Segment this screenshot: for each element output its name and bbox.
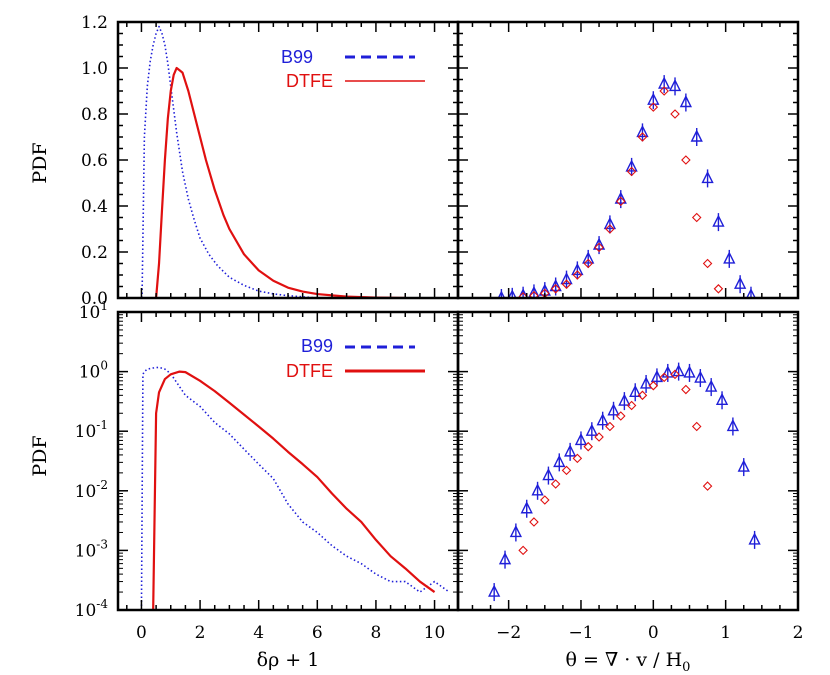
- point-dtfe: [572, 270, 583, 280]
- y-tick-label: 10-3: [75, 537, 108, 561]
- point-dtfe: [529, 517, 539, 527]
- series-line-dtfe: [152, 370, 436, 610]
- frame-bottom-right: [456, 310, 800, 612]
- xlabel-right-main: θ = ∇ · v / H: [566, 649, 683, 671]
- y-tick-label: 0.4: [81, 197, 108, 217]
- point-dtfe: [583, 441, 593, 452]
- y-tick-label: 10-1: [75, 418, 108, 442]
- panel-top-right: [456, 20, 800, 300]
- point-dtfe: [529, 290, 539, 298]
- point-b99: [746, 288, 756, 298]
- frame-top-right: [456, 20, 800, 300]
- point-dtfe: [561, 279, 572, 289]
- point-dtfe: [670, 369, 680, 380]
- x-tick-label: −1: [568, 623, 593, 643]
- point-dtfe: [615, 411, 626, 421]
- xlabel-right-subscript: 0: [682, 660, 690, 675]
- frame-bottom-left: [116, 310, 460, 612]
- x-tick-label: 8: [371, 623, 382, 643]
- point-dtfe: [670, 109, 680, 119]
- legend-label-b99: B99: [281, 47, 313, 67]
- y-tick-label: 10-4: [75, 597, 109, 621]
- point-dtfe: [583, 258, 593, 269]
- x-tick-label: 0: [648, 623, 659, 643]
- xlabel-right: θ = ∇ · v / H0: [566, 649, 691, 675]
- ylabel-bottom: PDF: [29, 435, 51, 476]
- x-tick-label: 2: [195, 623, 206, 643]
- point-dtfe: [659, 372, 669, 383]
- point-dtfe: [637, 132, 648, 142]
- point-dtfe: [615, 196, 626, 207]
- y-tick-label: 100: [79, 359, 108, 383]
- y-tick-label: 1.2: [81, 13, 108, 33]
- y-tick-label: 101: [79, 299, 108, 323]
- panel-bottom-left: 0 2 4 6 8 10 10-4 10-3 10-2 10-1 100 101 B99 DTFE: [75, 299, 460, 643]
- point-dtfe: [518, 292, 528, 298]
- point-dtfe: [648, 380, 659, 391]
- legend-label-dtfe: DTFE: [286, 71, 333, 91]
- xlabel-left: δρ + 1: [257, 649, 320, 671]
- y-tick-label: 0.0: [81, 289, 108, 309]
- legend-label-dtfe: DTFE: [286, 361, 333, 381]
- point-dtfe: [681, 384, 691, 395]
- series-line-dtfe: [155, 66, 406, 298]
- point-b99: [507, 289, 517, 298]
- legend-bottom-left: B99 DTFE: [286, 336, 425, 381]
- point-dtfe: [626, 166, 637, 177]
- point-dtfe: [659, 86, 669, 96]
- point-dtfe: [561, 465, 572, 476]
- point-dtfe: [648, 102, 659, 112]
- point-dtfe: [626, 400, 637, 411]
- panel-bottom-right: −2 −1 0 1 2: [456, 310, 804, 643]
- point-dtfe: [681, 155, 691, 165]
- x-tick-label: −2: [496, 623, 521, 643]
- point-dtfe: [550, 284, 561, 294]
- y-tick-label: 0.2: [81, 243, 108, 263]
- x-tick-label: 2: [793, 623, 804, 643]
- point-dtfe: [691, 212, 702, 223]
- point-dtfe: [605, 224, 615, 234]
- point-dtfe: [572, 453, 583, 464]
- series-line-b99: [140, 366, 450, 610]
- x-tick-label: 10: [424, 623, 446, 643]
- point-dtfe: [605, 421, 615, 432]
- x-tick-label: 4: [253, 623, 264, 643]
- point-dtfe: [702, 258, 713, 269]
- series-line-b99: [141, 25, 318, 298]
- point-dtfe: [637, 390, 648, 401]
- point-dtfe: [713, 284, 724, 294]
- y-tick-label: 10-2: [75, 478, 108, 502]
- y-tick-label: 0.6: [81, 151, 108, 171]
- y-tick-label: 1.0: [81, 59, 108, 79]
- legend-top-left: B99 DTFE: [281, 47, 425, 91]
- point-dtfe: [691, 421, 702, 432]
- x-tick-label: 1: [720, 623, 731, 643]
- panel-top-left: 0.0 0.2 0.4 0.6 0.8 1.0 1.2 B99 DTFE: [81, 13, 460, 309]
- point-dtfe: [540, 495, 550, 505]
- x-tick-label: 0: [136, 623, 147, 643]
- y-tick-label: 0.8: [81, 105, 108, 125]
- point-dtfe: [550, 479, 561, 489]
- point-dtfe: [702, 481, 713, 491]
- point-dtfe: [594, 242, 604, 253]
- x-tick-label: 6: [312, 623, 323, 643]
- ylabel-top: PDF: [29, 142, 51, 183]
- point-dtfe: [594, 432, 604, 442]
- legend-label-b99: B99: [301, 336, 333, 356]
- point-dtfe: [518, 545, 528, 556]
